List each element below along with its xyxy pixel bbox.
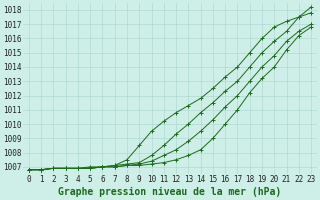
X-axis label: Graphe pression niveau de la mer (hPa): Graphe pression niveau de la mer (hPa) [58,187,282,197]
